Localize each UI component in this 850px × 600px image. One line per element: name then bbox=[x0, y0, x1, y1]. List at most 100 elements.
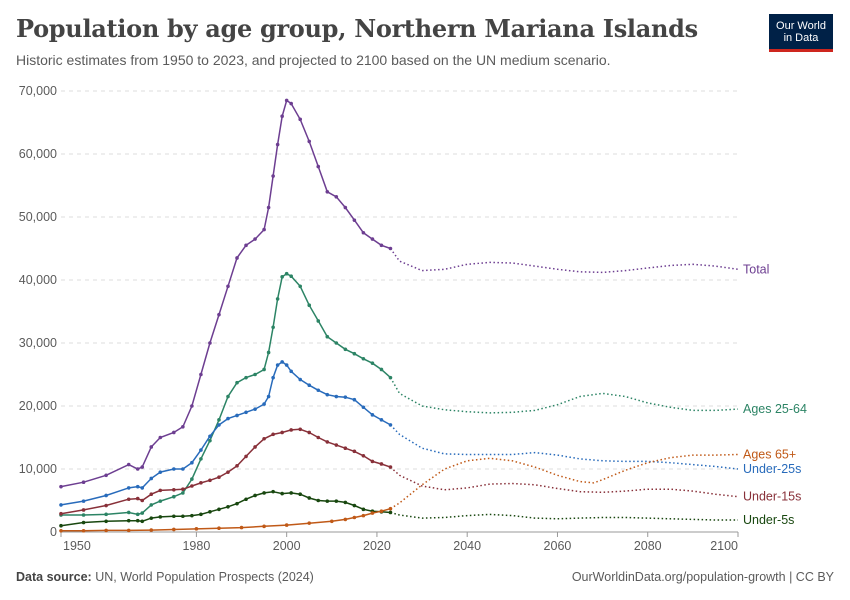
data-point-total bbox=[149, 445, 154, 449]
data-point-under-15s bbox=[379, 462, 384, 466]
data-point-under-25s bbox=[140, 486, 145, 490]
data-source-text: UN, World Population Prospects (2024) bbox=[95, 570, 314, 584]
data-point-total bbox=[298, 117, 303, 122]
data-point-ages-25-64 bbox=[343, 347, 348, 352]
data-point-ages-25-64 bbox=[235, 380, 239, 385]
data-point-under-15s bbox=[370, 459, 375, 464]
data-point-under-25s bbox=[289, 369, 293, 374]
logo-line-2: in Data bbox=[783, 31, 819, 44]
data-point-under-15s bbox=[59, 511, 63, 516]
data-point-ages-65 bbox=[370, 511, 375, 515]
data-point-ages-65 bbox=[361, 513, 366, 518]
data-point-under-15s bbox=[271, 432, 275, 437]
data-point-under-15s bbox=[208, 478, 212, 483]
data-point-ages-25-64 bbox=[361, 356, 366, 361]
data-point-under-25s bbox=[172, 467, 176, 471]
data-point-ages-25-64 bbox=[280, 275, 284, 279]
data-point-under-5s bbox=[226, 505, 230, 509]
data-point-ages-65 bbox=[284, 523, 289, 527]
data-point-under-15s bbox=[190, 484, 194, 488]
data-point-ages-25-64 bbox=[81, 513, 86, 517]
data-point-total bbox=[81, 480, 86, 485]
chart-title: Population by age group, Northern Marian… bbox=[16, 14, 698, 43]
data-point-under-15s bbox=[334, 443, 339, 447]
data-point-under-25s bbox=[343, 395, 348, 399]
y-tick-label: 40,000 bbox=[19, 273, 57, 287]
data-point-ages-25-64 bbox=[208, 438, 212, 443]
data-point-under-15s bbox=[172, 487, 176, 492]
data-point-under-25s bbox=[104, 493, 108, 498]
data-point-ages-65 bbox=[330, 519, 334, 524]
data-point-under-25s bbox=[253, 407, 257, 411]
data-point-ages-65 bbox=[262, 524, 266, 529]
data-point-total bbox=[388, 246, 393, 251]
data-point-total bbox=[325, 190, 330, 194]
data-point-under-15s bbox=[199, 481, 203, 485]
series-label-under-25s: Under-25s bbox=[743, 462, 801, 476]
owid-logo[interactable]: Our World in Data bbox=[769, 14, 833, 52]
x-tick-label: 2000 bbox=[273, 539, 301, 553]
data-point-under-5s bbox=[262, 491, 266, 495]
data-point-under-15s bbox=[316, 435, 321, 440]
source-url-link[interactable]: OurWorldinData.org/population-growth | C… bbox=[571, 570, 834, 584]
x-tick-label: 2080 bbox=[634, 539, 662, 553]
data-point-under-15s bbox=[104, 503, 108, 508]
data-point-under-25s bbox=[149, 476, 154, 481]
data-point-under-15s bbox=[135, 496, 140, 501]
data-point-total bbox=[289, 101, 293, 106]
data-point-under-15s bbox=[181, 487, 185, 491]
data-point-total bbox=[343, 205, 348, 210]
data-point-ages-25-64 bbox=[172, 494, 176, 499]
data-point-total bbox=[140, 465, 145, 469]
data-point-ages-65 bbox=[81, 528, 86, 533]
y-tick-label: 70,000 bbox=[19, 84, 57, 98]
data-point-under-15s bbox=[289, 428, 293, 432]
chart-subtitle: Historic estimates from 1950 to 2023, an… bbox=[16, 52, 611, 68]
data-point-total bbox=[104, 473, 108, 478]
data-point-ages-25-64 bbox=[226, 394, 230, 399]
data-point-total bbox=[172, 430, 176, 435]
series-line-ages-65-historic bbox=[61, 507, 391, 532]
series-line-ages-65-projected bbox=[390, 453, 739, 510]
data-point-under-5s bbox=[343, 500, 348, 505]
data-point-under-5s bbox=[181, 514, 185, 519]
data-point-under-5s bbox=[158, 515, 163, 519]
data-point-under-25s bbox=[208, 434, 212, 439]
data-point-ages-25-64 bbox=[190, 477, 194, 481]
data-point-ages-25-64 bbox=[334, 341, 339, 345]
series-line-under-25s-historic bbox=[60, 360, 391, 506]
data-point-ages-25-64 bbox=[271, 325, 275, 330]
series-line-under-15s-projected bbox=[389, 466, 739, 498]
data-point-ages-25-64 bbox=[316, 319, 321, 323]
data-point-under-5s bbox=[235, 501, 239, 506]
data-point-ages-25-64 bbox=[253, 372, 257, 377]
data-point-ages-65 bbox=[379, 509, 384, 514]
data-point-ages-25-64 bbox=[370, 361, 375, 365]
x-tick-label: 1950 bbox=[63, 539, 91, 553]
data-point-under-15s bbox=[298, 427, 303, 432]
data-point-under-5s bbox=[59, 523, 63, 528]
data-point-under-25s bbox=[280, 360, 284, 364]
data-point-total bbox=[158, 435, 163, 440]
data-point-total bbox=[217, 312, 221, 317]
data-point-under-5s bbox=[316, 498, 321, 503]
data-point-under-5s bbox=[253, 493, 257, 498]
data-point-under-15s bbox=[307, 430, 312, 435]
data-point-ages-25-64 bbox=[104, 512, 108, 517]
data-point-under-25s bbox=[284, 363, 289, 367]
data-point-total bbox=[253, 237, 257, 241]
data-point-total bbox=[280, 114, 284, 118]
data-point-ages-65 bbox=[194, 527, 199, 531]
data-point-total bbox=[352, 218, 357, 222]
data-point-under-25s bbox=[379, 418, 384, 422]
data-point-total bbox=[244, 243, 248, 248]
data-point-ages-65 bbox=[126, 528, 131, 533]
data-point-total bbox=[262, 227, 266, 232]
series-label-under-5s: Under-5s bbox=[743, 513, 794, 527]
data-point-under-5s bbox=[361, 507, 366, 512]
series-label-under-15s: Under-15s bbox=[743, 490, 801, 504]
data-point-ages-65 bbox=[343, 517, 348, 522]
data-point-under-5s bbox=[149, 516, 154, 520]
data-point-total bbox=[334, 195, 339, 199]
data-point-total bbox=[271, 174, 275, 178]
